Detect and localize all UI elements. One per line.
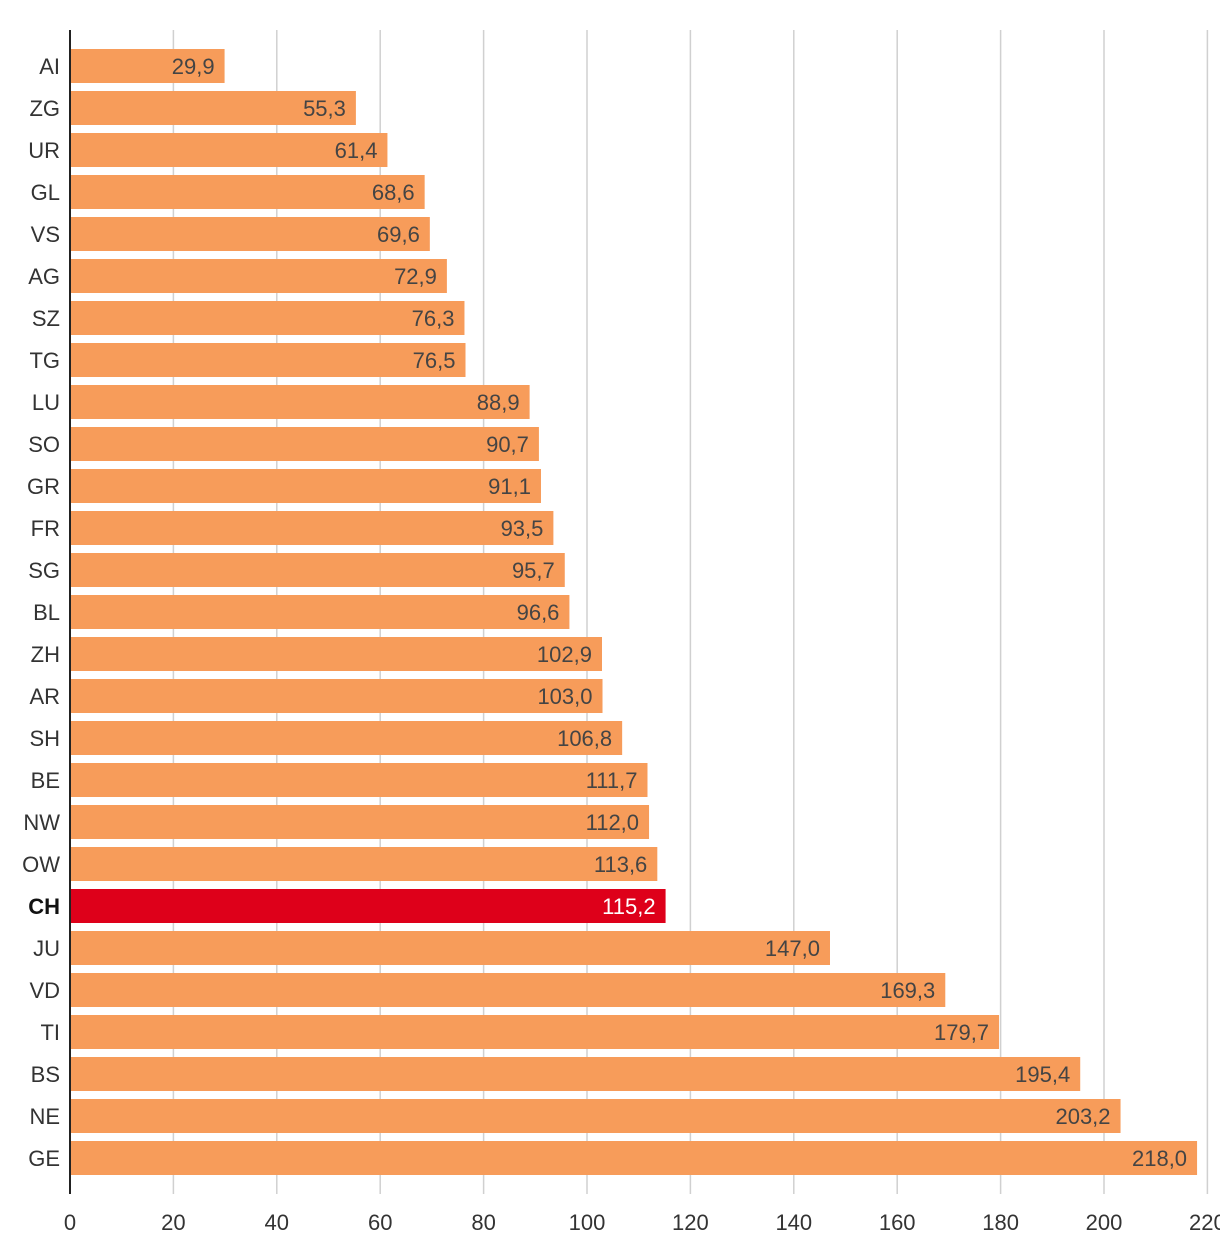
bar-vd bbox=[71, 973, 946, 1007]
category-label-so: SO bbox=[28, 432, 60, 457]
value-label-lu: 88,9 bbox=[477, 390, 520, 415]
value-label-gr: 91,1 bbox=[488, 474, 531, 499]
value-label-ai: 29,9 bbox=[172, 54, 215, 79]
value-label-ar: 103,0 bbox=[537, 684, 592, 709]
value-label-zg: 55,3 bbox=[303, 96, 346, 121]
value-label-ge: 218,0 bbox=[1132, 1146, 1187, 1171]
bar-ju bbox=[71, 931, 830, 965]
category-label-vd: VD bbox=[29, 978, 60, 1003]
value-label-ne: 203,2 bbox=[1055, 1104, 1110, 1129]
value-label-bl: 96,6 bbox=[517, 600, 560, 625]
bar-ne bbox=[71, 1099, 1121, 1133]
bar-ar bbox=[71, 679, 603, 713]
category-label-ch: CH bbox=[28, 894, 60, 919]
category-label-gr: GR bbox=[27, 474, 60, 499]
category-label-sh: SH bbox=[29, 726, 60, 751]
category-label-ai: AI bbox=[39, 54, 60, 79]
value-label-be: 111,7 bbox=[586, 768, 638, 793]
x-tick-label: 40 bbox=[265, 1210, 289, 1235]
bar-zg bbox=[71, 91, 356, 125]
bar-tg bbox=[71, 343, 466, 377]
bar-ag bbox=[71, 259, 447, 293]
category-label-be: BE bbox=[31, 768, 60, 793]
x-tick-label: 180 bbox=[982, 1210, 1019, 1235]
value-label-ju: 147,0 bbox=[765, 936, 820, 961]
value-label-ur: 61,4 bbox=[335, 138, 378, 163]
bar-sg bbox=[71, 553, 565, 587]
value-label-vd: 169,3 bbox=[880, 978, 935, 1003]
category-label-bs: BS bbox=[31, 1062, 60, 1087]
value-label-so: 90,7 bbox=[486, 432, 529, 457]
bar-be bbox=[71, 763, 648, 797]
bar-ai bbox=[71, 49, 225, 83]
bar-nw bbox=[71, 805, 650, 839]
bar-zh bbox=[71, 637, 602, 671]
bar-ge bbox=[71, 1141, 1198, 1175]
category-label-ju: JU bbox=[33, 936, 60, 961]
x-tick-label: 80 bbox=[471, 1210, 495, 1235]
value-label-bs: 195,4 bbox=[1015, 1062, 1070, 1087]
x-tick-label: 220 bbox=[1189, 1210, 1220, 1235]
value-label-ti: 179,7 bbox=[934, 1020, 989, 1045]
bar-vs bbox=[71, 217, 430, 251]
value-label-sg: 95,7 bbox=[512, 558, 555, 583]
bar-bs bbox=[71, 1057, 1081, 1091]
category-label-lu: LU bbox=[32, 390, 60, 415]
value-label-vs: 69,6 bbox=[377, 222, 420, 247]
x-tick-label: 20 bbox=[161, 1210, 185, 1235]
bar-so bbox=[71, 427, 539, 461]
category-label-bl: BL bbox=[33, 600, 60, 625]
bar-gl bbox=[71, 175, 425, 209]
value-label-gl: 68,6 bbox=[372, 180, 415, 205]
category-labels: AI ZG UR GL VS AG SZ TG LU SO GR FR SG BL ZH AR SH BE NW OW… bbox=[22, 54, 60, 1171]
bar-ow bbox=[71, 847, 658, 881]
value-label-sz: 76,3 bbox=[412, 306, 455, 331]
value-labels: 29,9 55,3 61,4 68,6 69,6 72,9 76,3 76,5 88,9 90,7… bbox=[172, 54, 1187, 1171]
x-tick-label: 120 bbox=[672, 1210, 709, 1235]
bar-fr bbox=[71, 511, 554, 545]
value-label-tg: 76,5 bbox=[413, 348, 456, 373]
x-tick-label: 60 bbox=[368, 1210, 392, 1235]
category-label-nw: NW bbox=[23, 810, 60, 835]
category-label-zg: ZG bbox=[29, 96, 60, 121]
x-tick-label: 140 bbox=[775, 1210, 812, 1235]
category-label-zh: ZH bbox=[31, 642, 60, 667]
category-label-ur: UR bbox=[28, 138, 60, 163]
value-label-zh: 102,9 bbox=[537, 642, 592, 667]
x-axis-ticks: 0 20 40 60 80 100 120 140 160 180 200 220 bbox=[64, 1210, 1220, 1235]
category-label-ow: OW bbox=[22, 852, 60, 877]
x-tick-label: 200 bbox=[1086, 1210, 1123, 1235]
category-label-ge: GE bbox=[28, 1146, 60, 1171]
bar-lu bbox=[71, 385, 530, 419]
category-label-gl: GL bbox=[31, 180, 60, 205]
bar-gr bbox=[71, 469, 541, 503]
value-label-nw: 112,0 bbox=[586, 810, 639, 835]
bar-bl bbox=[71, 595, 570, 629]
value-label-ch: 115,2 bbox=[602, 894, 655, 919]
category-label-fr: FR bbox=[31, 516, 60, 541]
category-label-ar: AR bbox=[29, 684, 60, 709]
value-label-fr: 93,5 bbox=[501, 516, 544, 541]
bar-ti bbox=[71, 1015, 1000, 1049]
x-tick-label: 160 bbox=[879, 1210, 916, 1235]
value-label-ag: 72,9 bbox=[394, 264, 437, 289]
category-label-sg: SG bbox=[28, 558, 60, 583]
value-label-sh: 106,8 bbox=[557, 726, 612, 751]
bar-ch bbox=[71, 889, 666, 923]
category-label-tg: TG bbox=[29, 348, 60, 373]
value-label-ow: 113,6 bbox=[594, 852, 647, 877]
category-label-ti: TI bbox=[40, 1020, 60, 1045]
category-label-sz: SZ bbox=[32, 306, 60, 331]
category-label-ag: AG bbox=[28, 264, 60, 289]
x-tick-label: 100 bbox=[569, 1210, 606, 1235]
category-label-vs: VS bbox=[31, 222, 60, 247]
bar-ur bbox=[71, 133, 388, 167]
bars bbox=[71, 49, 1198, 1175]
category-label-ne: NE bbox=[29, 1104, 60, 1129]
bar-sh bbox=[71, 721, 623, 755]
x-tick-label: 0 bbox=[64, 1210, 76, 1235]
bar-sz bbox=[71, 301, 465, 335]
